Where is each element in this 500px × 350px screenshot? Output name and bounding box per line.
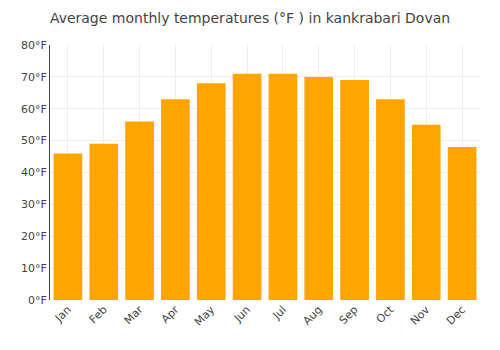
svg-text:50°F: 50°F (21, 134, 47, 147)
svg-text:Mar: Mar (122, 303, 146, 327)
svg-text:30°F: 30°F (21, 198, 47, 211)
svg-text:Feb: Feb (87, 303, 110, 326)
svg-text:80°F: 80°F (21, 39, 47, 52)
svg-text:Apr: Apr (159, 303, 182, 326)
svg-text:70°F: 70°F (21, 71, 47, 84)
svg-text:Jan: Jan (52, 303, 74, 325)
svg-text:10°F: 10°F (21, 262, 47, 275)
svg-text:Average monthly temperatures (: Average monthly temperatures (°F ) in ka… (50, 10, 450, 26)
svg-text:Jun: Jun (231, 303, 253, 325)
svg-text:Jul: Jul (270, 303, 289, 322)
svg-text:60°F: 60°F (21, 103, 47, 116)
svg-text:Dec: Dec (444, 303, 468, 327)
svg-text:Nov: Nov (408, 303, 433, 328)
svg-text:May: May (192, 303, 218, 329)
svg-text:Sep: Sep (337, 303, 361, 327)
svg-text:Aug: Aug (300, 303, 324, 327)
svg-text:40°F: 40°F (21, 166, 47, 179)
svg-text:20°F: 20°F (21, 230, 47, 243)
svg-text:Oct: Oct (374, 303, 397, 326)
svg-text:0°F: 0°F (28, 294, 47, 307)
